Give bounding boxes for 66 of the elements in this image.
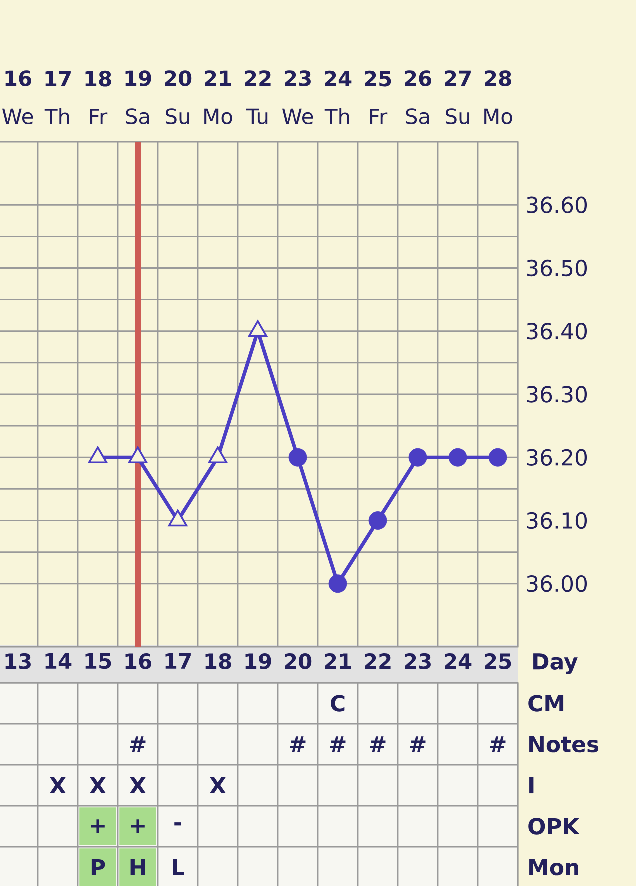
x2-tick-label: 17 Th <box>44 71 71 124</box>
category-label: OPK <box>528 818 580 835</box>
point <box>368 512 388 530</box>
x2-tick-label: 27 Su <box>445 70 471 124</box>
category-label: Notes <box>530 736 599 753</box>
text: H <box>130 859 146 876</box>
x2-tick-label: 23 We <box>282 70 314 124</box>
text: # <box>370 736 386 752</box>
x2-tick-label: 22 Tu <box>245 70 271 124</box>
text: X <box>90 777 106 794</box>
y-tick-label: 36.30 <box>527 386 588 403</box>
text: + <box>131 820 145 834</box>
y-tick-label: 36.60 <box>527 196 588 214</box>
text: P <box>92 859 106 876</box>
y-tick-label: 36.50 <box>527 260 588 277</box>
x-tick-label: 20 <box>285 654 312 670</box>
text: L <box>173 859 184 876</box>
text: + <box>91 820 105 834</box>
x-tick-label: 15 <box>86 654 112 670</box>
x-tick-label: 21 <box>325 654 352 670</box>
text: X <box>130 777 146 794</box>
x-tick-label: 19 <box>246 654 272 670</box>
y-tick-label: 36.00 <box>527 576 588 592</box>
x-tick-label: 18 <box>206 654 232 670</box>
point <box>288 448 308 467</box>
x-tick-label: 25 <box>485 654 512 670</box>
text: C <box>331 695 345 712</box>
text: # <box>490 736 506 752</box>
x2-tick-label: 25 Fr <box>365 70 392 124</box>
x-tick-label: 24 <box>445 654 472 670</box>
y-tick-label: 36.10 <box>527 512 588 530</box>
x-tick-label: 23 <box>405 654 431 670</box>
y-tick-label: 36.40 <box>527 323 588 340</box>
x2-tick-label: 16 We <box>2 70 34 124</box>
x2-tick-label: 28 Mo <box>484 70 512 124</box>
y-tick-label: 36.20 <box>527 449 588 466</box>
x2-tick-label: 20 Su <box>165 70 192 124</box>
point <box>488 448 508 467</box>
point <box>448 448 468 467</box>
point <box>208 446 228 464</box>
category-label: CM <box>528 695 564 712</box>
point <box>248 320 268 338</box>
text: - <box>174 822 182 826</box>
x-tick-label: 17 <box>166 654 191 669</box>
text: X <box>50 777 66 794</box>
x-axis-title: Day <box>534 654 578 674</box>
point <box>408 448 428 467</box>
x-tick-label: 16 <box>126 654 152 670</box>
x-tick-label: 13 <box>6 654 31 670</box>
text: # <box>410 736 426 752</box>
category-label: I <box>530 777 534 794</box>
x2-tick-label: 24 Th <box>324 70 352 124</box>
category-label: Mon <box>530 859 578 876</box>
point <box>88 446 108 464</box>
point <box>328 574 348 594</box>
text: X <box>210 777 226 794</box>
x2-tick-label: 26 Sa <box>405 70 432 124</box>
x-tick-label: 22 <box>365 654 391 670</box>
point <box>128 446 148 464</box>
x2-tick-label: 21 Mo <box>204 70 232 124</box>
text: # <box>130 736 146 752</box>
x2-tick-label: 18 Fr <box>86 70 112 124</box>
x2-tick-label: 19 Sa <box>126 70 152 124</box>
x-tick-label: 14 <box>46 654 72 669</box>
text: # <box>330 736 346 752</box>
text: # <box>290 736 306 752</box>
